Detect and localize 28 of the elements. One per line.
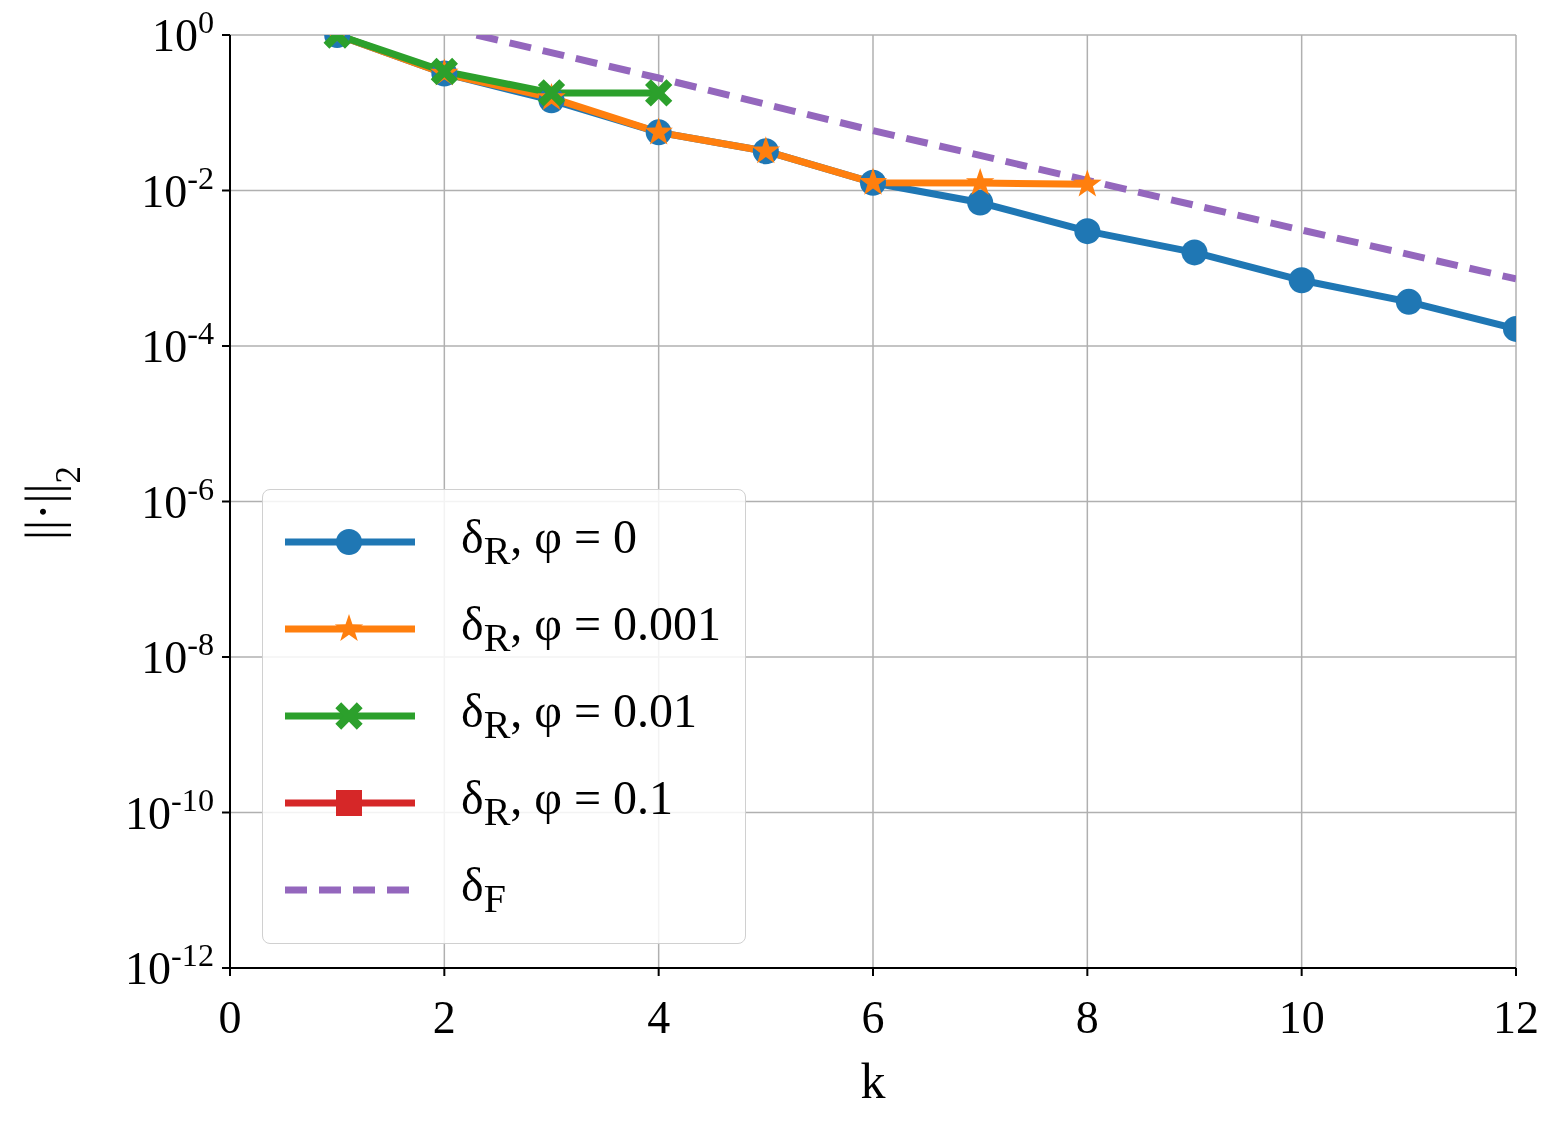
- x-tick-label: 2: [432, 991, 456, 1043]
- x-tick-label: 4: [647, 991, 671, 1043]
- y-tick-label: 10$^{-12}$: [125, 937, 214, 994]
- x-tick-label: 0: [218, 991, 242, 1043]
- legend-label: δ$_{R}$, φ = 0: [461, 509, 638, 574]
- y-tick-label: 10$^{-4}$: [141, 315, 214, 372]
- point: [645, 79, 673, 107]
- x-tick-label: 10: [1278, 991, 1325, 1043]
- x-axis-title: k: [860, 1053, 886, 1109]
- point: [1181, 239, 1208, 266]
- y-tick-label: 10$^{0}$: [151, 4, 214, 61]
- legend-label: δ$_{F}$: [461, 857, 506, 922]
- point: [1288, 267, 1315, 294]
- x-tick-label: 6: [861, 991, 885, 1043]
- point: [965, 168, 995, 196]
- point: [1073, 169, 1102, 197]
- point: [1395, 288, 1422, 315]
- legend-label: δ$_{R}$, φ = 0.1: [461, 770, 674, 835]
- y-tick-label: 10$^{-6}$: [141, 470, 214, 528]
- y-tick-label: 10$^{-10}$: [125, 781, 214, 839]
- y-tick-label: 10$^{-8}$: [141, 626, 214, 683]
- x-tick-label: 12: [1493, 991, 1539, 1043]
- y-tick-label: 10$^{-2}$: [141, 159, 214, 217]
- point: [1074, 218, 1101, 245]
- legend-label: δ$_{R}$, φ = 0.01: [461, 683, 698, 748]
- x-tick-label: 8: [1075, 991, 1099, 1043]
- legend-label: δ$_{R}$, φ = 0.001: [461, 596, 722, 661]
- point: [967, 189, 994, 216]
